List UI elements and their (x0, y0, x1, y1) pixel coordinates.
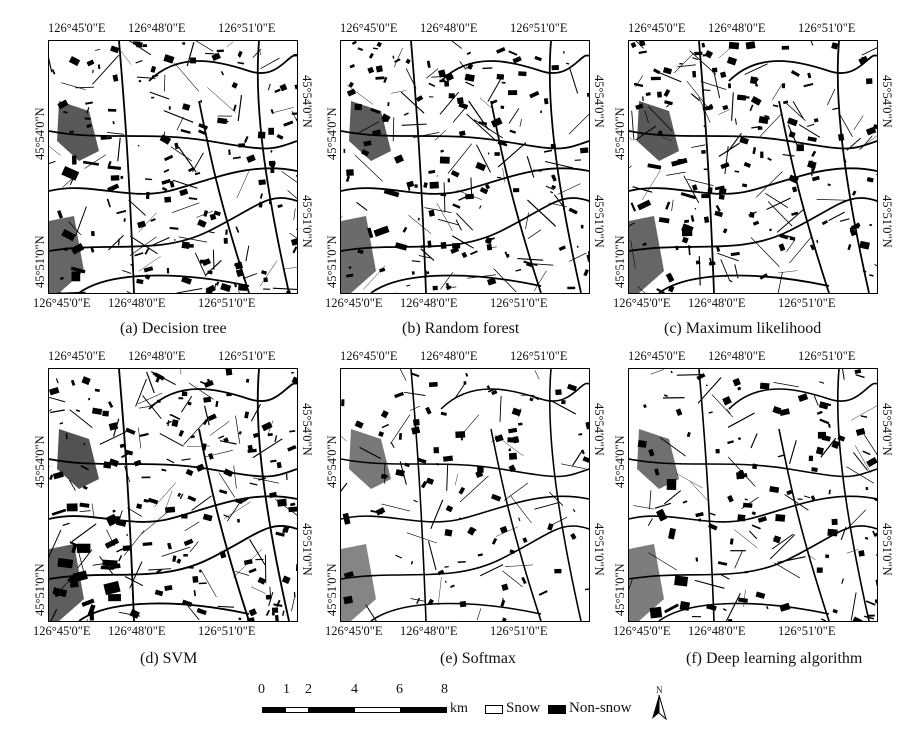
longitude-label: 126°45'0"E (33, 296, 91, 310)
longitude-label: 126°48'0"E (420, 349, 478, 363)
classification-map (48, 368, 298, 622)
panel-caption: (d) SVM (140, 650, 198, 667)
longitude-label: 126°45'0"E (325, 624, 383, 638)
classification-map (48, 40, 298, 294)
longitude-label: 126°51'0"E (798, 349, 856, 363)
latitude-label: 45°54'0"N (880, 403, 894, 456)
north-label: N (656, 685, 663, 695)
longitude-label: 126°48'0"E (400, 296, 458, 310)
snow-classification-raster (49, 41, 297, 293)
longitude-label: 126°45'0"E (48, 349, 106, 363)
latitude-label: 45°54'0"N (33, 435, 47, 488)
longitude-label: 126°51'0"E (218, 349, 276, 363)
scale-tick-label: 0 (258, 682, 265, 697)
longitude-label: 126°48'0"E (688, 296, 746, 310)
latitude-label: 45°51'0"N (33, 563, 47, 616)
scale-bar-segment (262, 707, 286, 713)
longitude-label: 126°45'0"E (613, 624, 671, 638)
latitude-label: 45°51'0"N (613, 563, 627, 616)
longitude-label: 126°48'0"E (108, 296, 166, 310)
scale-unit: km (450, 701, 468, 716)
longitude-label: 126°51'0"E (510, 349, 568, 363)
longitude-label: 126°51'0"E (778, 296, 836, 310)
latitude-label: 45°54'0"N (325, 107, 339, 160)
latitude-label: 45°51'0"N (325, 235, 339, 288)
panel-caption: (c) Maximum likelihood (664, 320, 822, 337)
longitude-label: 126°48'0"E (400, 624, 458, 638)
scale-bar-segment (308, 707, 355, 713)
snow-classification-raster (629, 41, 877, 293)
latitude-label: 45°54'0"N (880, 75, 894, 128)
latitude-label: 45°51'0"N (880, 195, 894, 248)
scale-tick-label: 8 (441, 682, 448, 697)
longitude-label: 126°45'0"E (48, 21, 106, 35)
latitude-label: 45°51'0"N (33, 235, 47, 288)
legend-area: 0 1 2 4 6 8 km Snow Non-snow N (0, 680, 917, 732)
longitude-label: 126°45'0"E (628, 21, 686, 35)
longitude-label: 126°45'0"E (340, 21, 398, 35)
snow-legend-label: Snow (506, 700, 541, 716)
longitude-label: 126°45'0"E (613, 296, 671, 310)
map-panel: 126°45'0"E 126°48'0"E 126°51'0"E 126°45'0"E… (292, 0, 606, 337)
longitude-label: 126°51'0"E (198, 296, 256, 310)
longitude-label: 126°48'0"E (708, 21, 766, 35)
panel-caption: (f) Deep learning algorithm (686, 650, 863, 667)
map-panel: 126°45'0"E 126°48'0"E 126°51'0"E 126°45'0"E… (292, 328, 606, 667)
longitude-label: 126°51'0"E (798, 21, 856, 35)
longitude-label: 126°45'0"E (628, 349, 686, 363)
map-panel: 126°45'0"E 126°48'0"E 126°51'0"E 126°45'0"E… (0, 328, 314, 667)
map-panel: 126°45'0"E 126°48'0"E 126°51'0"E 126°45'0"E… (580, 0, 894, 337)
snow-swatch (485, 705, 503, 714)
longitude-label: 126°48'0"E (420, 21, 478, 35)
scale-tick-label: 2 (305, 682, 312, 697)
north-arrow-icon (652, 694, 667, 720)
latitude-label: 45°54'0"N (613, 435, 627, 488)
longitude-label: 126°51'0"E (490, 296, 548, 310)
snow-classification-raster (49, 369, 297, 621)
longitude-label: 126°51'0"E (218, 21, 276, 35)
longitude-label: 126°45'0"E (325, 296, 383, 310)
longitude-label: 126°48'0"E (688, 624, 746, 638)
snow-classification-raster (629, 369, 877, 621)
longitude-label: 126°51'0"E (490, 624, 548, 638)
longitude-label: 126°51'0"E (510, 21, 568, 35)
map-panel: 126°45'0"E 126°48'0"E 126°51'0"E 126°45'0"E… (580, 328, 894, 667)
latitude-label: 45°51'0"N (325, 563, 339, 616)
longitude-label: 126°48'0"E (128, 349, 186, 363)
longitude-label: 126°45'0"E (340, 349, 398, 363)
latitude-label: 45°54'0"N (613, 107, 627, 160)
latitude-label: 45°51'0"N (880, 523, 894, 576)
scale-bar-segment (354, 707, 401, 713)
nonsnow-swatch (548, 705, 566, 714)
panel-caption: (e) Softmax (440, 650, 516, 667)
classification-map (340, 40, 590, 294)
latitude-label: 45°54'0"N (33, 107, 47, 160)
scale-tick-label: 6 (396, 682, 403, 697)
latitude-label: 45°54'0"N (325, 435, 339, 488)
nonsnow-legend-label: Non-snow (569, 700, 632, 716)
longitude-label: 126°48'0"E (128, 21, 186, 35)
snow-classification-raster (341, 41, 589, 293)
longitude-label: 126°48'0"E (708, 349, 766, 363)
snow-classification-raster (341, 369, 589, 621)
scale-tick-label: 1 (283, 682, 290, 697)
panel-caption: (b) Random forest (402, 320, 520, 337)
classification-map (628, 368, 878, 622)
scale-bar-segment (400, 707, 447, 713)
scale-tick-label: 4 (351, 682, 358, 697)
longitude-label: 126°45'0"E (33, 624, 91, 638)
map-panel: 126°45'0"E 126°48'0"E 126°51'0"E 126°45'0"E… (0, 0, 314, 337)
latitude-label: 45°51'0"N (613, 235, 627, 288)
panel-caption: (a) Decision tree (120, 320, 227, 337)
longitude-label: 126°51'0"E (198, 624, 256, 638)
scale-bar-segment (285, 707, 309, 713)
classification-map (628, 40, 878, 294)
classification-map (340, 368, 590, 622)
longitude-label: 126°51'0"E (778, 624, 836, 638)
longitude-label: 126°48'0"E (108, 624, 166, 638)
